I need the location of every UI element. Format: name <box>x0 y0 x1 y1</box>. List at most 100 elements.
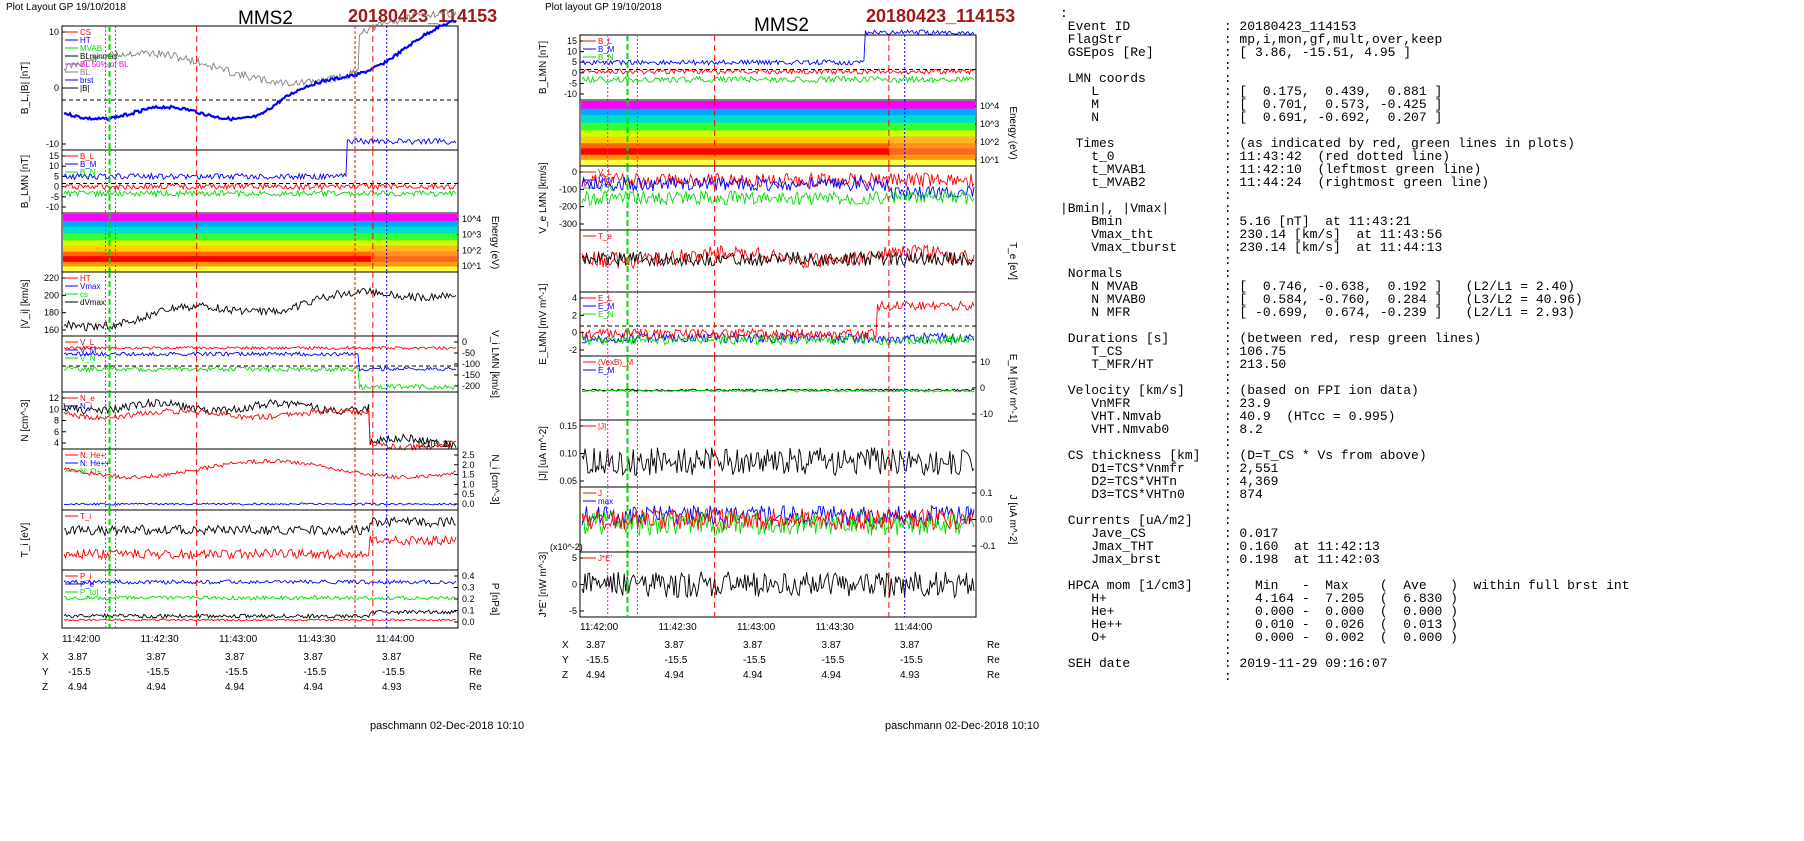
y-tick-label: 10^4 <box>980 101 999 111</box>
info-line: N MVAB : [ 0.746, -0.638, 0.192 ] (L2/L1… <box>1060 279 1575 294</box>
y-tick-label: -100 <box>559 184 577 194</box>
panel-jlmn: 0.1 0.0 -0.1 J [uA m^-2] Jmax <box>579 486 1018 553</box>
info-line: Bmin : 5.16 [nT] at 11:43:21 <box>1060 214 1412 229</box>
y-tick-label: 10 <box>49 404 59 414</box>
y-axis-label: V_e LMN [km/s] <box>538 162 549 233</box>
y-tick-label: 5 <box>572 57 577 67</box>
data-series-0 <box>63 516 457 537</box>
y-axis-label: T_i [eV] <box>20 523 31 558</box>
y-tick-label: -0.1 <box>980 541 996 551</box>
spectrogram-band <box>581 154 975 161</box>
data-series-1 <box>581 333 975 347</box>
y-tick-label: -5 <box>51 192 59 202</box>
coord-value: 4.94 <box>821 670 841 681</box>
coord-value: 4.94 <box>146 682 166 693</box>
y-axis-label: N [cm^-3] <box>20 399 31 442</box>
coord-value: 3.87 <box>743 640 763 651</box>
spacecraft-title: MMS2 <box>238 8 293 29</box>
coord-value: 4.94 <box>225 682 245 693</box>
legend-label: E_M <box>598 302 615 311</box>
legend-label: E_N <box>598 310 614 319</box>
spectrogram-band <box>581 136 975 144</box>
panel-elmn: 4 2 0 -2 E_LMN [mV m^-1] E_LE_ME_N <box>538 283 977 365</box>
panel-spec2: 10^4 10^3 10^2 10^1 Energy (eV) <box>579 99 1018 167</box>
info-line: D2=TCS*VHTn : 4,369 <box>1060 474 1279 489</box>
y-tick-label: -50 <box>462 348 475 358</box>
panel-frame <box>579 355 977 421</box>
y-tick-label: -5 <box>569 606 577 616</box>
y-tick-label: 10^1 <box>980 155 999 165</box>
y-tick-label: 0.2 <box>462 594 475 604</box>
y-axis-label: |V_i| [km/s] <box>20 279 31 328</box>
info-line: N MVAB0 : [ 0.584, -0.760, 0.284 ] (L3/L… <box>1060 292 1583 307</box>
spectrogram-band <box>63 226 457 234</box>
y-tick-label: 0 <box>462 337 467 347</box>
data-series-0 <box>63 8 457 87</box>
spectrogram-band <box>63 220 457 228</box>
legend-label: N: He++ <box>80 459 110 468</box>
scale-note: (x10^-2) <box>418 439 451 449</box>
data-series-0 <box>581 171 975 189</box>
panel-frame <box>579 34 977 101</box>
info-line: LMN coords : <box>1060 71 1232 86</box>
legend-label: V_L <box>80 338 95 347</box>
legend-label: CS <box>80 28 91 37</box>
panel-te: T_e [eV] T_e <box>579 229 1018 293</box>
legend-label: HT <box>80 274 91 283</box>
plot-layout-label-2: Plot layout GP 19/10/2018 <box>545 2 662 13</box>
spectrogram-band <box>63 233 457 241</box>
info-line: D1=TCS*Vnmfr : 2,551 <box>1060 461 1279 476</box>
time-tick-label: 11:43:30 <box>815 622 854 633</box>
spectrogram-band <box>581 122 975 131</box>
data-series-1 <box>63 350 457 372</box>
info-line: FlagStr : mp,i,mon,gf,mult,over,keep <box>1060 32 1443 47</box>
coord-row-label: Z <box>562 670 569 681</box>
panel-p: 0.4 0.30.2 0.10.0 P [nPa] P_iP_eP_tot <box>61 569 500 629</box>
info-line: : <box>1060 253 1232 268</box>
y-axis-label: B_LMN [nT] <box>538 41 549 95</box>
y-axis-label: J [uA m^-2] <box>1007 495 1018 545</box>
coord-value: 4.93 <box>382 682 402 693</box>
coord-unit: Re <box>987 640 1000 651</box>
y-tick-label: 2.0 <box>462 460 475 470</box>
y-tick-label: 5 <box>54 171 59 181</box>
coord-unit: Re <box>987 655 1000 666</box>
coord-value: 4.93 <box>900 670 920 681</box>
legend-label: V_L <box>598 168 613 177</box>
info-line: Jmax_THT : 0.160 at 11:42:13 <box>1060 539 1380 554</box>
info-line: Velocity [km/s] : (based on FPI ion data… <box>1060 383 1419 398</box>
legend-label: B_M <box>598 45 615 54</box>
spectrogram-band <box>63 266 457 272</box>
y-tick-label: 2 <box>572 310 577 320</box>
time-tick-label: 11:43:00 <box>219 634 258 645</box>
legend-label: V_N <box>80 354 96 363</box>
legend-label: E_L <box>598 294 613 303</box>
y-tick-label: 10 <box>567 47 577 57</box>
y-axis-label: T_e [eV] <box>1007 242 1018 280</box>
legend-label: B_L <box>598 37 613 46</box>
y-axis-label: Energy (eV) <box>1007 106 1018 159</box>
data-series-0 <box>63 137 457 181</box>
legend-label: HT <box>80 36 91 45</box>
info-line: Vmax_tht : 230.14 [km/s] at 11:43:56 <box>1060 227 1443 242</box>
y-tick-label: 0 <box>572 580 577 590</box>
data-series-1 <box>581 510 975 537</box>
legend-label: brst <box>80 76 94 85</box>
panel-frame <box>579 419 977 488</box>
y-tick-label: 0.0 <box>980 515 993 525</box>
y-tick-label: 0.0 <box>462 617 475 627</box>
panel-frame <box>61 509 459 571</box>
coord-unit: Re <box>987 670 1000 681</box>
y-axis-label: P [nPa] <box>489 583 500 616</box>
legend-label: B_M <box>80 160 97 169</box>
info-line: : <box>1060 565 1232 580</box>
spectrogram-band <box>63 256 457 263</box>
data-series-1 <box>63 407 457 452</box>
data-series-2 <box>63 618 457 622</box>
info-line: : <box>1060 669 1232 684</box>
legend-label: J*E' <box>598 554 612 563</box>
